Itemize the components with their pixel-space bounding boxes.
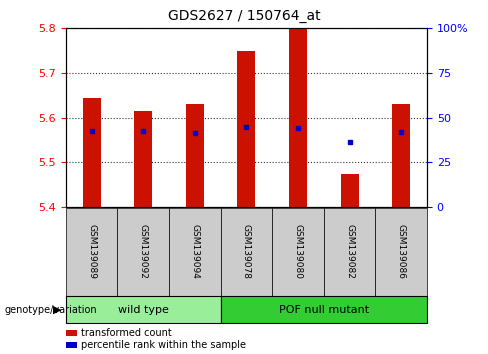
Text: POF null mutant: POF null mutant [279, 304, 369, 315]
Bar [272, 208, 324, 296]
Bar [289, 28, 307, 207]
Text: wild type: wild type [118, 304, 169, 315]
Bar [186, 104, 204, 207]
Bar [238, 51, 256, 207]
Bar [66, 296, 221, 323]
Text: genotype/variation: genotype/variation [5, 304, 98, 315]
Text: GSM139078: GSM139078 [242, 224, 251, 279]
Text: GSM139086: GSM139086 [397, 224, 406, 279]
Bar [169, 208, 221, 296]
Text: ▶: ▶ [53, 304, 61, 315]
Bar [134, 111, 152, 207]
Text: GSM139092: GSM139092 [139, 224, 148, 279]
Bar [375, 208, 427, 296]
Bar [392, 104, 410, 207]
Bar [324, 208, 375, 296]
Text: GSM139094: GSM139094 [190, 224, 200, 279]
Text: GDS2627 / 150764_at: GDS2627 / 150764_at [168, 9, 320, 23]
Text: GSM139080: GSM139080 [293, 224, 303, 279]
Bar [341, 173, 359, 207]
Text: percentile rank within the sample: percentile rank within the sample [81, 340, 246, 350]
Bar [82, 98, 101, 207]
Bar [221, 296, 427, 323]
Bar [221, 208, 272, 296]
Bar [118, 208, 169, 296]
Text: GSM139089: GSM139089 [87, 224, 96, 279]
Text: transformed count: transformed count [81, 328, 172, 338]
Text: GSM139082: GSM139082 [345, 224, 354, 279]
Bar [66, 208, 118, 296]
